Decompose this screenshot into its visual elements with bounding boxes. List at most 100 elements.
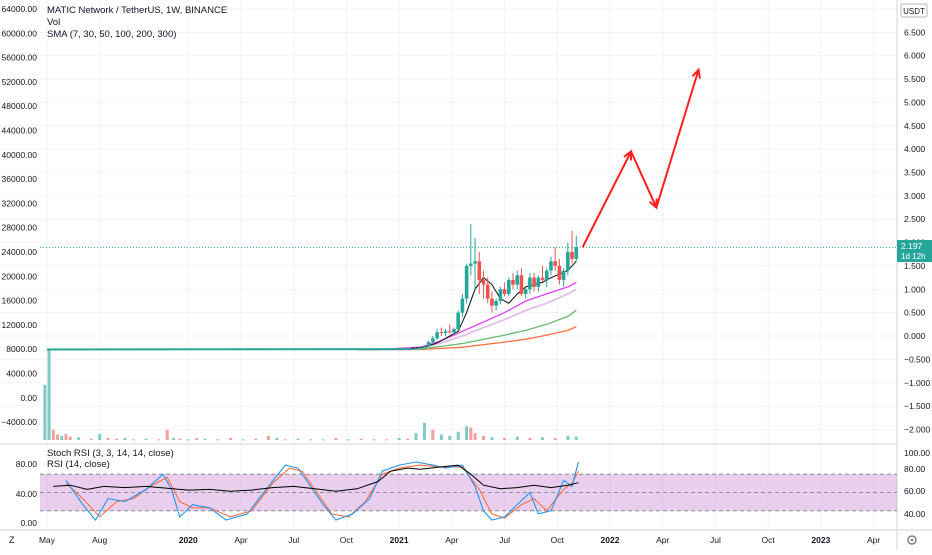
volume-axis-label: −4000.00: [1, 417, 37, 427]
candle-body: [456, 313, 460, 329]
sma-legend[interactable]: SMA (7, 30, 50, 100, 200, 300): [47, 29, 176, 40]
rsi-axis-label: 60.00: [904, 486, 926, 496]
volume-bar: [60, 436, 63, 440]
volume-bar: [56, 434, 59, 440]
candle-body: [537, 278, 541, 287]
candle-body: [452, 329, 456, 332]
candle-body: [520, 275, 524, 294]
candle-body: [511, 280, 515, 285]
price-axis-label: 2.500: [904, 214, 926, 224]
volume-axis-label: 48000.00: [2, 101, 38, 111]
volume-bar: [216, 439, 219, 440]
time-axis-label: 2020: [179, 535, 198, 545]
volume-bar: [431, 430, 434, 440]
volume-axis-label: 20000.00: [2, 271, 38, 281]
volume-bar: [132, 439, 135, 440]
price-axis-label: 3.500: [904, 168, 926, 178]
rsi-legend[interactable]: RSI (14, close): [47, 459, 110, 470]
price-axis-label: 1.500: [904, 261, 926, 271]
volume-bar: [242, 439, 245, 440]
time-axis-label: Oct: [762, 535, 776, 545]
volume-axis-label: 16000.00: [2, 296, 38, 306]
candle-body: [414, 348, 418, 349]
volume-bar: [64, 434, 67, 440]
volume-axis-label: 12000.00: [2, 320, 38, 330]
candle-body: [528, 278, 532, 290]
volume-bar: [406, 439, 409, 440]
volume-bar: [284, 439, 287, 440]
price-axis-label: −2.000: [904, 424, 931, 434]
candle-body: [477, 261, 481, 280]
price-axis-label: 6.000: [904, 51, 926, 61]
volume-bar: [275, 438, 278, 440]
time-axis-label: 2023: [811, 535, 830, 545]
volume-bar: [566, 436, 569, 440]
volume-bar: [448, 436, 451, 440]
stoch-rsi-legend[interactable]: Stoch RSI (3, 3, 14, 14, close): [47, 448, 174, 459]
volume-bar: [482, 436, 485, 440]
volume-bar: [398, 438, 401, 440]
candle-body: [431, 338, 435, 342]
volume-bar: [254, 439, 257, 440]
volume-bar: [554, 438, 557, 440]
volume-axis-label: 60000.00: [2, 28, 38, 38]
price-axis-label: 0.000: [904, 331, 926, 341]
volume-bar: [474, 433, 477, 440]
volume-axis-label: 0.00: [20, 393, 37, 403]
candle-body: [570, 252, 574, 259]
volume-legend[interactable]: Vol: [47, 17, 60, 28]
time-axis-label: Jul: [499, 535, 510, 545]
candle-body: [503, 289, 507, 294]
time-axis-label: Aug: [92, 535, 107, 545]
volume-bar: [115, 439, 118, 440]
time-axis-label: Jul: [288, 535, 299, 545]
candle-body: [448, 331, 452, 332]
volume-bar: [490, 437, 493, 440]
volume-axis-label: 40000.00: [2, 150, 38, 160]
candle-body: [515, 275, 519, 284]
volume-bar: [575, 437, 578, 440]
candle-body: [465, 266, 469, 299]
time-axis-label: Apr: [234, 535, 247, 545]
price-axis-label: 0.500: [904, 308, 926, 318]
candle-body: [440, 332, 444, 333]
candle-body: [427, 342, 431, 346]
candle-body: [494, 301, 498, 306]
volume-bar: [178, 439, 181, 440]
volume-bar: [107, 438, 110, 440]
candle-body: [490, 299, 494, 306]
candle-body: [562, 271, 566, 280]
volume-bar: [347, 439, 350, 440]
price-axis-label: −0.500: [904, 354, 931, 364]
volume-bar: [77, 437, 80, 440]
time-axis-label: Oct: [551, 535, 565, 545]
volume-bar: [166, 430, 169, 440]
time-axis-label: May: [39, 535, 56, 545]
volume-bar: [385, 439, 388, 440]
price-axis-label: 1.000: [904, 284, 926, 294]
price-axis-label: 6.500: [904, 27, 926, 37]
candle-body: [574, 247, 578, 259]
countdown: 1d 12h: [901, 252, 925, 261]
volume-axis-label: 8000.00: [6, 344, 37, 354]
timezone-button[interactable]: Z: [9, 535, 15, 545]
volume-bar: [423, 423, 426, 440]
time-axis-label: 2022: [601, 535, 620, 545]
volume-bar: [457, 432, 460, 440]
candle-body: [507, 280, 511, 294]
rsi-axis-label: 100.00: [904, 448, 930, 458]
stoch-axis-label: 80.00: [16, 459, 38, 469]
candle-body: [532, 278, 536, 287]
volume-bar: [172, 438, 175, 440]
symbol-title[interactable]: MATIC Network / TetherUS, 1W, BINANCE: [47, 5, 227, 16]
rsi-axis-label: 80.00: [904, 464, 926, 474]
price-axis-label: 5.000: [904, 97, 926, 107]
time-axis-label: Apr: [656, 535, 669, 545]
volume-axis-label: 36000.00: [2, 174, 38, 184]
candle-body: [524, 289, 528, 294]
time-axis-label: Jul: [710, 535, 721, 545]
price-axis-label: −1.000: [904, 378, 931, 388]
volume-bar: [145, 439, 148, 440]
candle-body: [418, 348, 422, 349]
